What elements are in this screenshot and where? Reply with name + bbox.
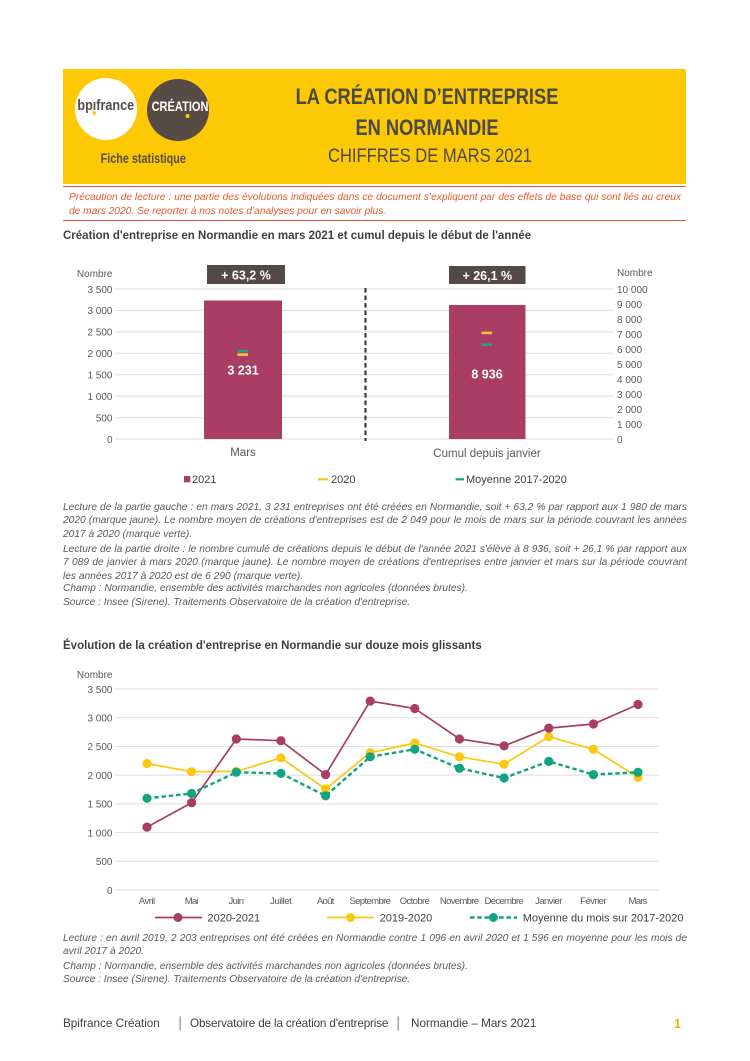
svg-text:6 000: 6 000 bbox=[617, 345, 642, 356]
svg-text:2 000: 2 000 bbox=[87, 349, 112, 360]
svg-text:2021: 2021 bbox=[192, 474, 216, 486]
svg-text:Avril: Avril bbox=[139, 896, 155, 907]
svg-text:3 000: 3 000 bbox=[87, 306, 112, 317]
svg-text:Nombre: Nombre bbox=[77, 269, 113, 280]
svg-text:1 500: 1 500 bbox=[87, 800, 112, 811]
svg-text:500: 500 bbox=[96, 413, 113, 424]
svg-text:2 500: 2 500 bbox=[87, 328, 112, 339]
svg-text:500: 500 bbox=[96, 857, 113, 868]
svg-text:+ 26,1 %: + 26,1 % bbox=[462, 269, 512, 283]
svg-text:Mai: Mai bbox=[185, 896, 199, 907]
svg-text:Moyenne du mois sur 2017-2020: Moyenne du mois sur 2017-2020 bbox=[523, 913, 684, 925]
svg-text:Cumul depuis janvier: Cumul depuis janvier bbox=[433, 448, 541, 460]
svg-text:Juillet: Juillet bbox=[270, 896, 292, 907]
svg-text:7 000: 7 000 bbox=[617, 330, 642, 341]
svg-text:1 000: 1 000 bbox=[617, 420, 642, 431]
svg-text:8 936: 8 936 bbox=[471, 368, 502, 382]
svg-text:10 000: 10 000 bbox=[617, 285, 648, 296]
svg-text:4 000: 4 000 bbox=[617, 375, 642, 386]
svg-text:0: 0 bbox=[617, 435, 623, 446]
svg-text:0: 0 bbox=[107, 435, 113, 446]
svg-text:Mars: Mars bbox=[629, 896, 648, 907]
svg-text:8 000: 8 000 bbox=[617, 315, 642, 326]
svg-text:3 231: 3 231 bbox=[227, 364, 258, 378]
svg-text:1 500: 1 500 bbox=[87, 371, 112, 382]
svg-text:1 000: 1 000 bbox=[87, 392, 112, 403]
svg-text:Février: Février bbox=[580, 896, 607, 907]
svg-text:Nombre: Nombre bbox=[617, 268, 653, 279]
svg-text:Novembre: Novembre bbox=[440, 896, 479, 907]
svg-text:2020: 2020 bbox=[331, 474, 355, 486]
svg-text:Juin: Juin bbox=[229, 896, 245, 907]
svg-text:Moyenne 2017-2020: Moyenne 2017-2020 bbox=[466, 474, 567, 486]
svg-text:2 000: 2 000 bbox=[87, 771, 112, 782]
svg-text:2 000: 2 000 bbox=[617, 405, 642, 416]
svg-text:Septembre: Septembre bbox=[349, 896, 391, 907]
svg-text:Décembre: Décembre bbox=[485, 896, 524, 907]
svg-text:3 000: 3 000 bbox=[617, 390, 642, 401]
svg-text:9 000: 9 000 bbox=[617, 300, 642, 311]
svg-text:Octobre: Octobre bbox=[400, 896, 430, 907]
svg-text:3 500: 3 500 bbox=[87, 285, 112, 296]
svg-text:3 000: 3 000 bbox=[87, 714, 112, 725]
svg-text:Mars: Mars bbox=[230, 447, 256, 459]
svg-text:5 000: 5 000 bbox=[617, 360, 642, 371]
svg-text:2019-2020: 2019-2020 bbox=[380, 913, 433, 925]
svg-text:+ 63,2 %: + 63,2 % bbox=[221, 269, 271, 283]
svg-text:Janvier: Janvier bbox=[535, 896, 563, 907]
svg-text:1 000: 1 000 bbox=[87, 828, 112, 839]
svg-text:2020-2021: 2020-2021 bbox=[208, 913, 261, 925]
svg-text:Août: Août bbox=[317, 896, 335, 907]
svg-text:3 500: 3 500 bbox=[87, 685, 112, 696]
svg-text:0: 0 bbox=[107, 886, 113, 897]
svg-text:Nombre: Nombre bbox=[77, 670, 113, 681]
svg-text:2 500: 2 500 bbox=[87, 742, 112, 753]
